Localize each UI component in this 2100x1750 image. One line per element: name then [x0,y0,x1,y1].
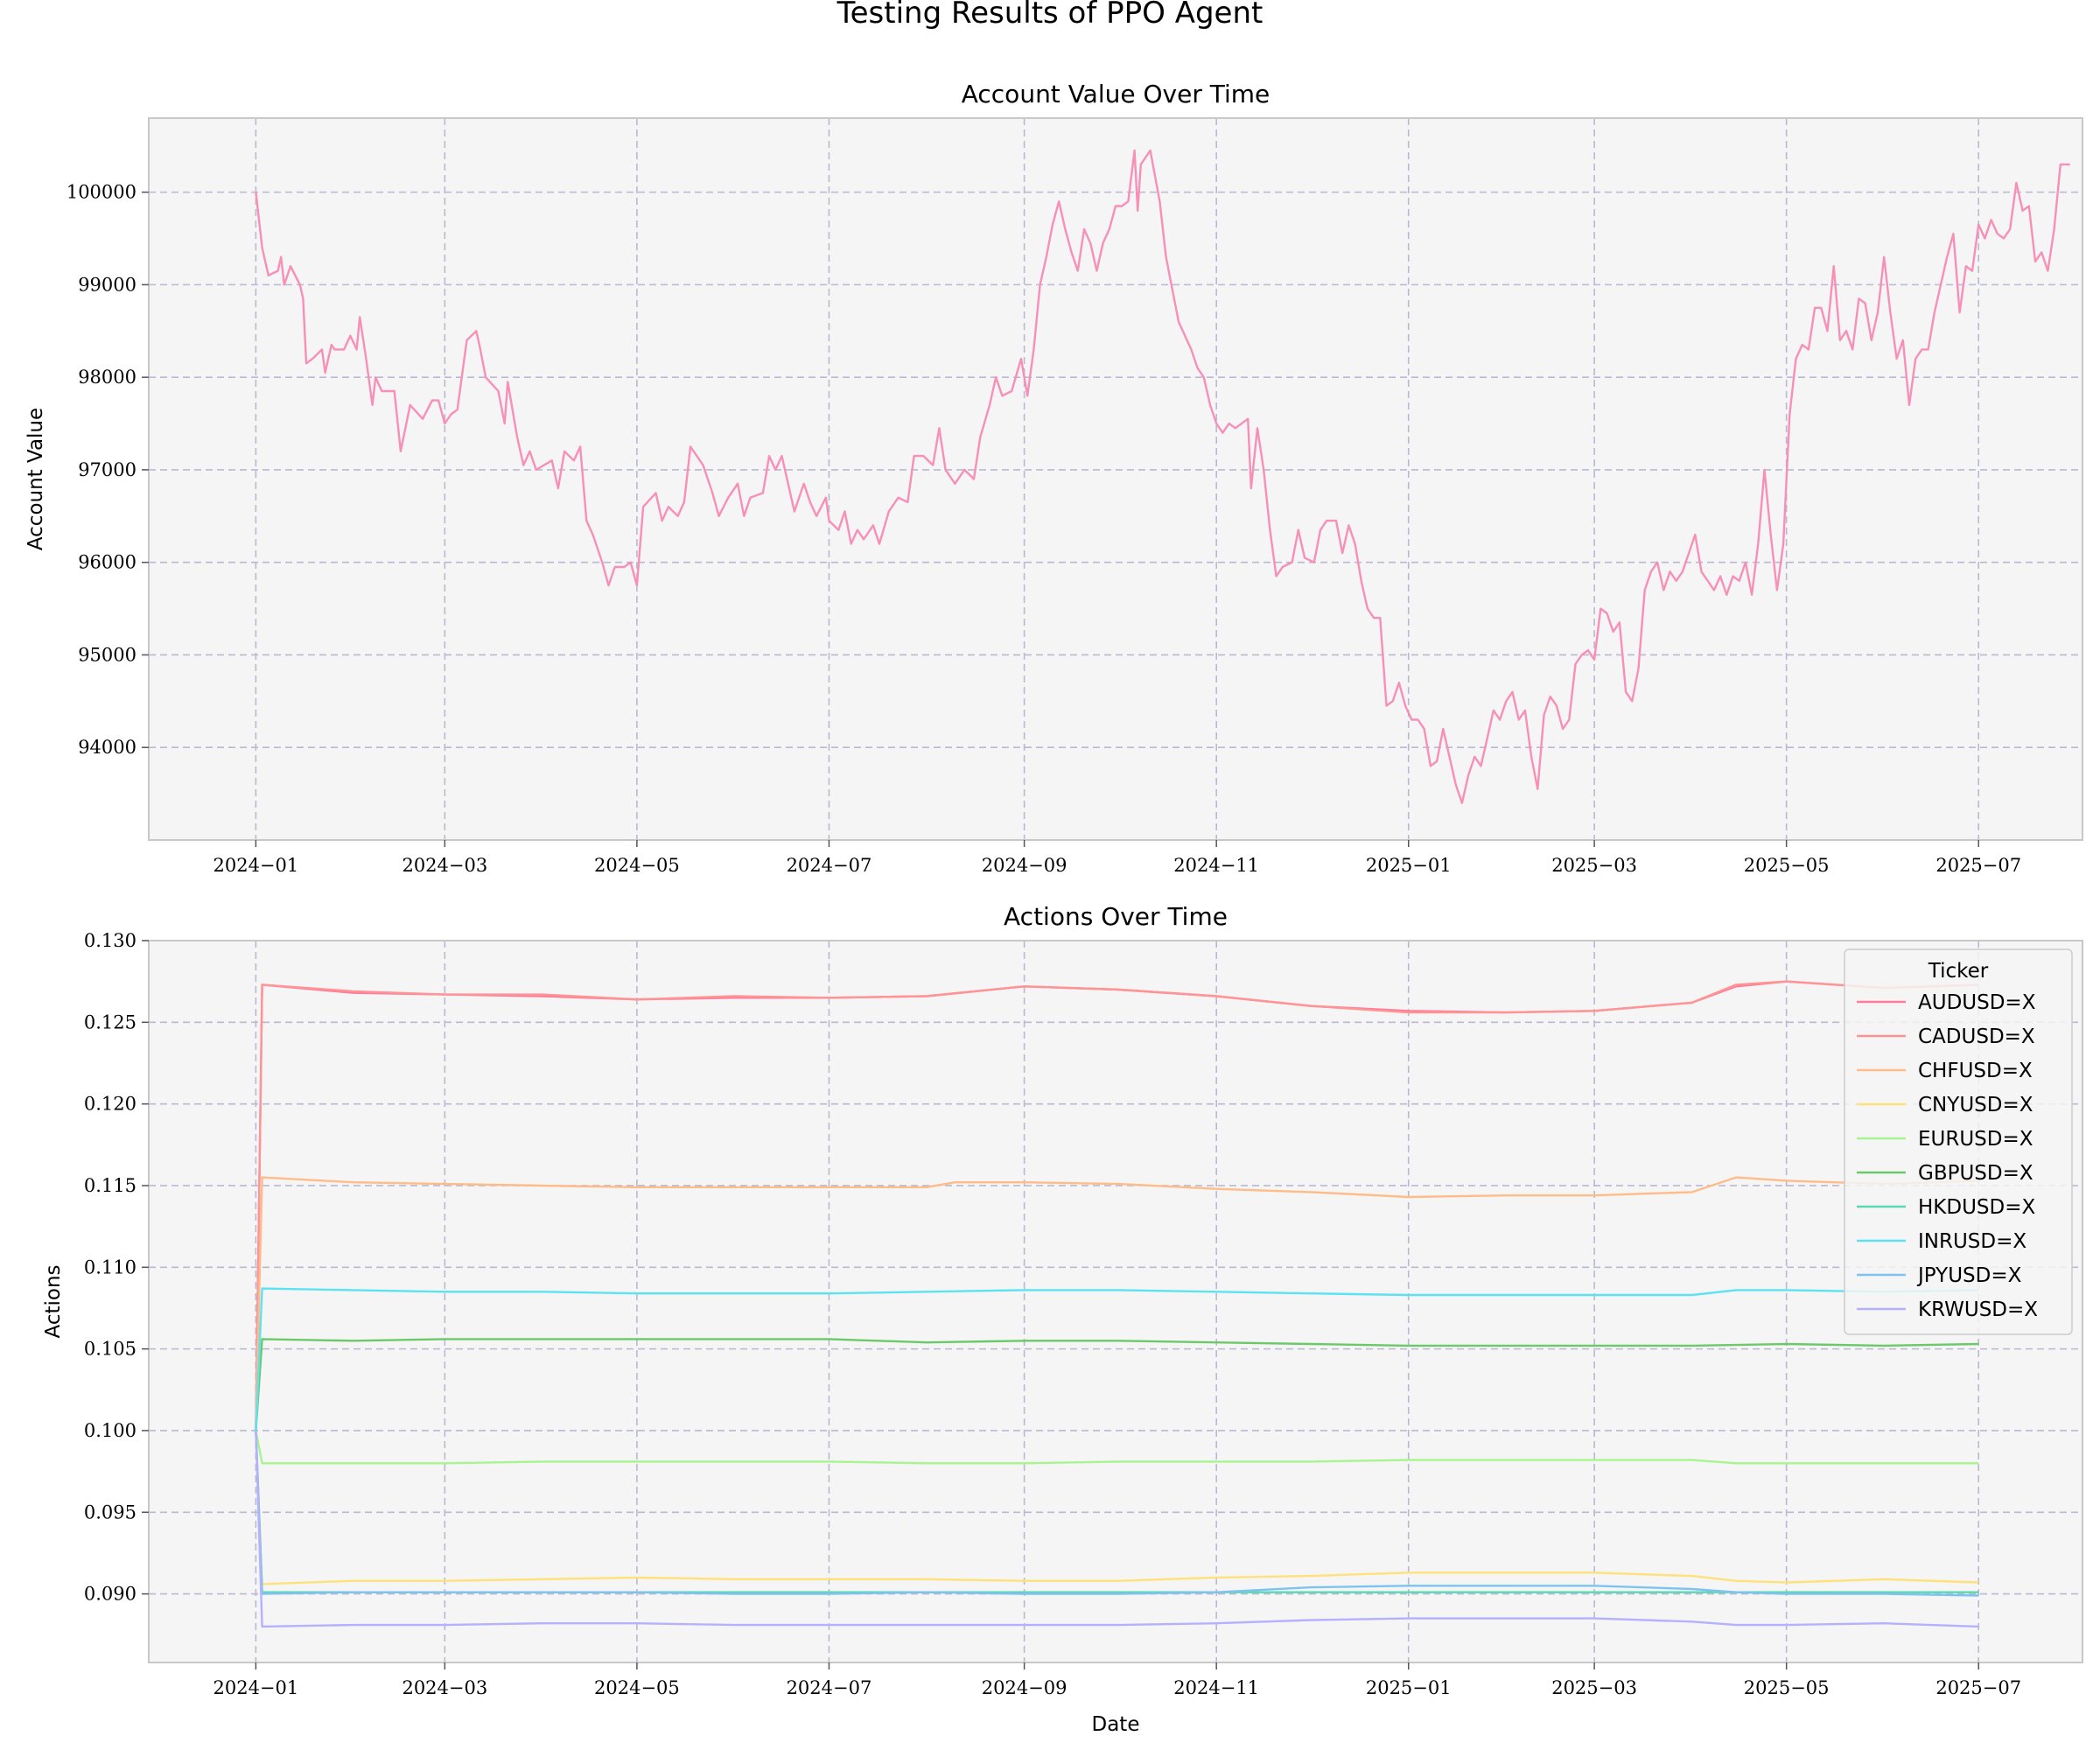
x-tick-label: 2025−03 [1551,855,1637,876]
legend-entry: CNYUSD=X [1918,1094,2034,1116]
x-axis-label: Date [1092,1713,1140,1736]
series-line-chfusd-x [255,1176,1979,1432]
series-line-gbpusd-x [255,1338,1979,1432]
y-tick-label: 0.125 [84,1012,136,1032]
x-tick-label: 2024−11 [1173,855,1259,876]
y-tick-label: 0.105 [84,1339,136,1360]
y-axis-label: Actions [42,1264,65,1338]
series-line-cnyusd-x [255,1430,1979,1586]
x-tick-label: 2025−05 [1744,1677,1830,1698]
y-tick-label: 0.120 [84,1094,136,1115]
y-tick-label: 0.130 [84,930,136,951]
subplot-2: 2024−01 2024−03 2024−05 2024−07 2024−09 2024−… [42,902,2083,1736]
y-tick-label: 94000 [78,737,136,758]
series-line-krwusd-x [255,1430,1979,1628]
y-tick-label: 95000 [78,644,136,665]
series-line [255,149,2070,804]
plot-area [149,941,2082,1662]
y-tick-label: 0.090 [84,1584,136,1605]
legend-entry: EURUSD=X [1918,1128,2034,1151]
y-tick-label: 0.115 [84,1175,136,1196]
legend-title: Ticker [1928,960,1989,983]
legend-entry: CHFUSD=X [1918,1060,2033,1082]
y-tick-label: 99000 [78,274,136,295]
x-tick-label: 2024−05 [594,1677,680,1698]
x-tick-label: 2025−03 [1551,1677,1637,1698]
axes-frame [148,117,2083,841]
x-tick-label: 2024−11 [1173,1677,1259,1698]
legend-entry: INRUSD=X [1918,1230,2026,1253]
x-tick-label: 2025−07 [1936,855,2021,876]
subplot-title: Account Value Over Time [962,80,1270,108]
legend-entry: JPYUSD=X [1916,1264,2022,1287]
x-tick-label: 2025−05 [1744,855,1830,876]
legend: Ticker AUDUSD=X CADUSD=X CHFUSD=X CNYUSD=X EU… [1844,948,2073,1335]
legend-entry: AUDUSD=X [1918,991,2036,1014]
x-tick-label: 2025−01 [1366,855,1452,876]
y-tick-label: 98000 [78,367,136,388]
x-tick-label: 2024−09 [982,855,1068,876]
x-tick-label: 2024−07 [787,1677,872,1698]
series-line-jpyusd-x [255,1430,1979,1597]
plot-area [149,118,2082,840]
y-tick-label: 96000 [78,552,136,573]
subplot-title: Actions Over Time [1004,902,1228,931]
subplot-1: 2024−01 2024−03 2024−05 2024−07 2024−09 2024−… [24,80,2083,876]
x-tick-label: 2024−03 [402,1677,487,1698]
y-axis-label: Account Value [24,408,47,550]
x-tick-label: 2024−09 [982,1677,1068,1698]
axes-frame [148,940,2083,1663]
y-tick-label: 0.110 [84,1256,136,1278]
legend-entry: GBPUSD=X [1918,1162,2034,1185]
x-tick-label: 2025−07 [1936,1677,2021,1698]
x-tick-label: 2025−01 [1366,1677,1452,1698]
y-tick-label: 100000 [66,182,136,203]
x-tick-label: 2024−01 [213,855,298,876]
legend-entry: KRWUSD=X [1918,1298,2038,1321]
series-line-cadusd-x [255,980,1979,1432]
series-line-inrusd-x [255,1287,1979,1432]
y-tick-label: 0.100 [84,1420,136,1441]
legend-entry: HKDUSD=X [1918,1196,2036,1219]
y-tick-label: 97000 [78,459,136,480]
legend-box [1844,948,2073,1335]
figure-title: Testing Results of PPO Agent [836,0,1264,31]
x-tick-label: 2024−07 [787,855,872,876]
y-tick-label: 0.095 [84,1502,136,1522]
legend-entry: CADUSD=X [1918,1026,2035,1048]
x-tick-label: 2024−05 [594,855,680,876]
series-line-eurusd-x [255,1430,1979,1465]
x-tick-label: 2024−01 [213,1677,298,1698]
x-tick-label: 2024−03 [402,855,487,876]
